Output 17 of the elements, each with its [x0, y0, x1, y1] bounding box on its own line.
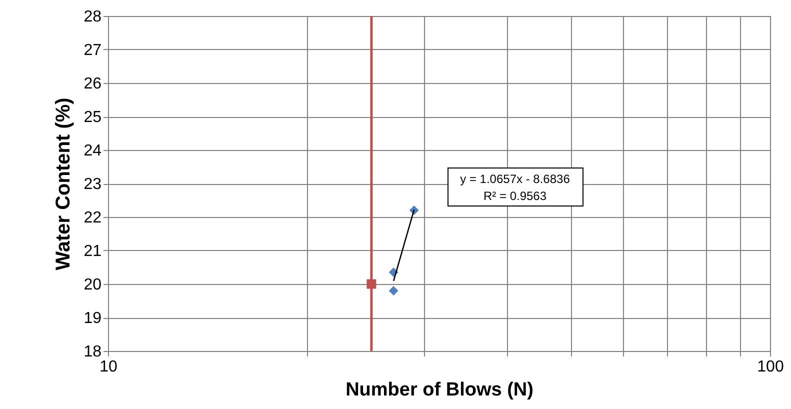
- x-tick-label: 100: [757, 358, 784, 376]
- y-tick-label: 22: [84, 210, 102, 226]
- y-tick-label: 28: [84, 8, 102, 26]
- y-tick-label: 19: [84, 310, 102, 327]
- y-tick-label: 26: [84, 76, 102, 92]
- x-tick-label: 10: [100, 358, 118, 376]
- annotation: y = 1.0657x - 8.6836: [460, 172, 570, 186]
- y-tick-label: 27: [84, 42, 102, 59]
- y-tick-label: 18: [84, 344, 102, 360]
- y-tick-label: 25: [84, 109, 102, 126]
- y-tick-label: 20: [84, 276, 102, 294]
- x-axis-title: Number of Blows (N): [346, 380, 534, 400]
- y-tick-label: 21: [84, 243, 102, 260]
- y-axis-title: Water Content (%): [52, 98, 75, 270]
- y-tick-label: 23: [84, 176, 102, 193]
- annotation: R² = 0.9563: [483, 189, 547, 203]
- y-tick-label: 24: [84, 142, 102, 160]
